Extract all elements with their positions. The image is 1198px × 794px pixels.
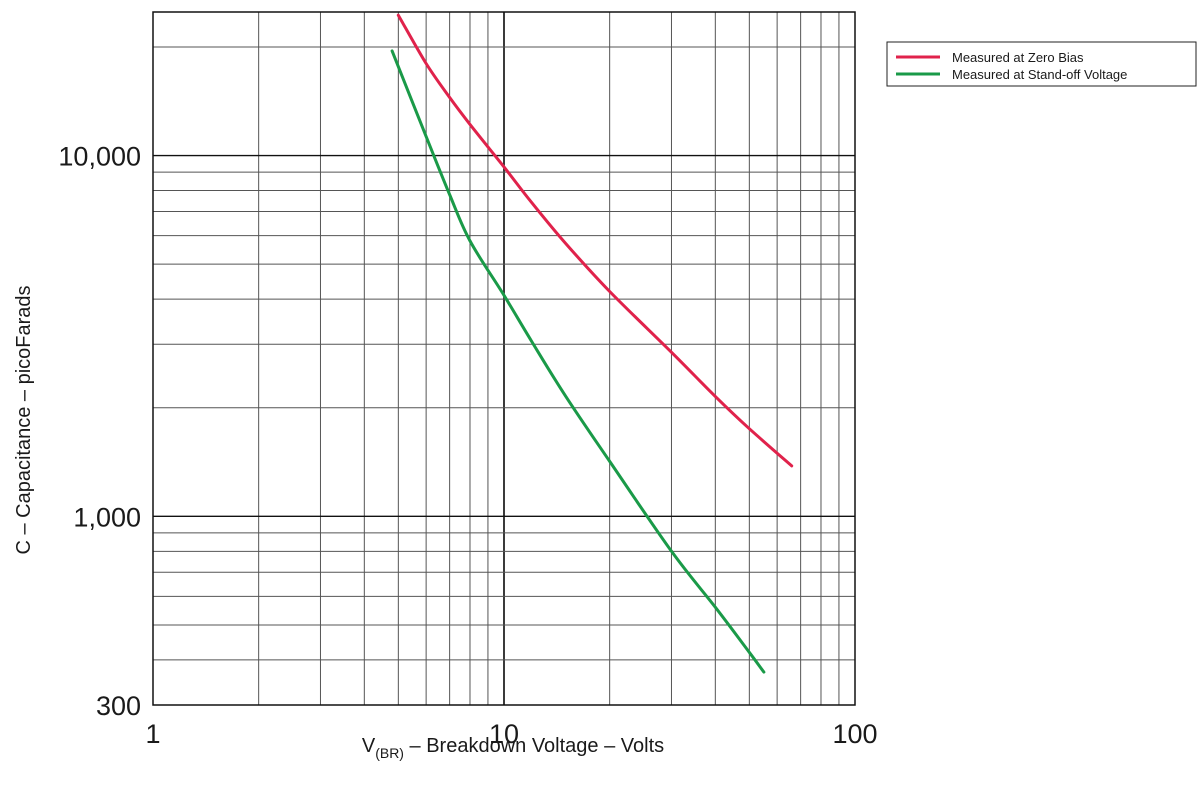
x-tick-label: 1 [145,719,160,749]
x-tick-label: 10 [489,719,519,749]
legend-box [886,41,1197,87]
y-tick-label: 300 [96,691,141,721]
y-axis-label: C – Capacitance – picoFarads [13,285,35,554]
series-line-standoff [390,49,766,674]
x-axis-label-rest: – Breakdown Voltage – Volts [404,735,664,757]
grid [153,12,855,705]
x-axis-label: V(BR) – Breakdown Voltage – Volts [362,735,664,761]
x-tick-label: 100 [832,719,877,749]
y-tick-label: 10,000 [58,142,141,172]
legend: Measured at Zero Bias Measured at Stand-… [886,41,1197,87]
x-axis-label-main: V [362,735,376,757]
x-axis-label-sub: (BR) [375,745,404,761]
legend-label-zero-bias: Measured at Zero Bias [952,50,1084,65]
y-tick-label: 1,000 [73,502,141,532]
series-line-zero-bias [396,13,794,468]
tick-labels: 1 10 100 300 1,000 10,000 [58,142,877,749]
series-lines [390,13,794,674]
plot-frame [152,11,856,706]
legend-label-standoff: Measured at Stand-off Voltage [952,67,1127,82]
